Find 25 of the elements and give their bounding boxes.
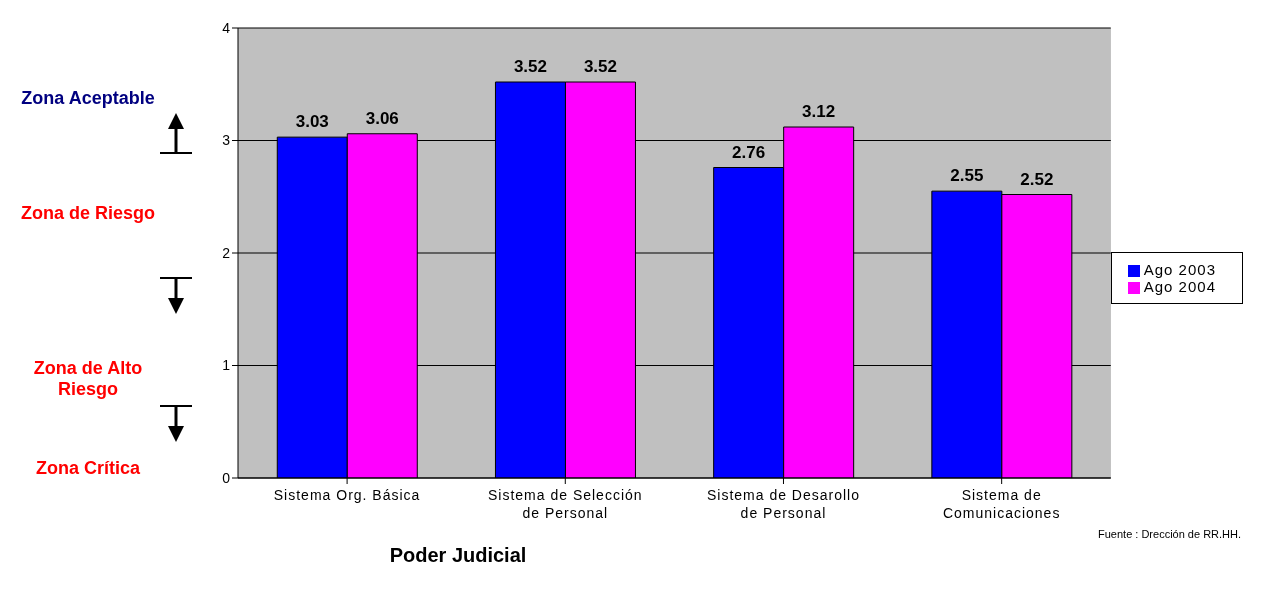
text: Zona Aceptable xyxy=(20,88,156,109)
text: Zona de Riesgo xyxy=(20,203,156,224)
x-tick-label: Sistema de Selección de Personal xyxy=(487,487,643,521)
x-tick-label: Sistema Org. Básica xyxy=(273,487,421,503)
data-label: 3.52 xyxy=(583,57,618,76)
source-note: Fuente : Drección de RR.HH. xyxy=(1098,528,1243,540)
y-tick-label: 4 xyxy=(222,19,231,36)
data-label: 2.52 xyxy=(1020,169,1054,189)
x-tick-label: Sistema de Desarollo de Personal xyxy=(706,487,861,521)
data-label: 3.06 xyxy=(365,108,399,128)
y-tick-label: 0 xyxy=(222,469,231,486)
text: Zona Crítica xyxy=(35,458,141,479)
x-tick-label: Sistema de Comunicaciones xyxy=(942,487,1061,521)
legend-label: Ago 2003 xyxy=(1143,261,1216,278)
data-label: 3.12 xyxy=(802,102,836,121)
y-tick-label: 2 xyxy=(222,244,231,261)
data-label: 3.52 xyxy=(513,57,548,76)
y-tick-label: 1 xyxy=(222,357,231,374)
data-label: 2.76 xyxy=(732,142,766,162)
data-label: 2.55 xyxy=(950,166,984,186)
legend-label: Ago 2004 xyxy=(1143,278,1216,295)
y-tick-label: 3 xyxy=(222,132,231,149)
text: Poder Judicial xyxy=(388,544,528,567)
data-label: 3.03 xyxy=(295,112,329,132)
text: Zona de Alto Riesgo xyxy=(32,358,144,400)
